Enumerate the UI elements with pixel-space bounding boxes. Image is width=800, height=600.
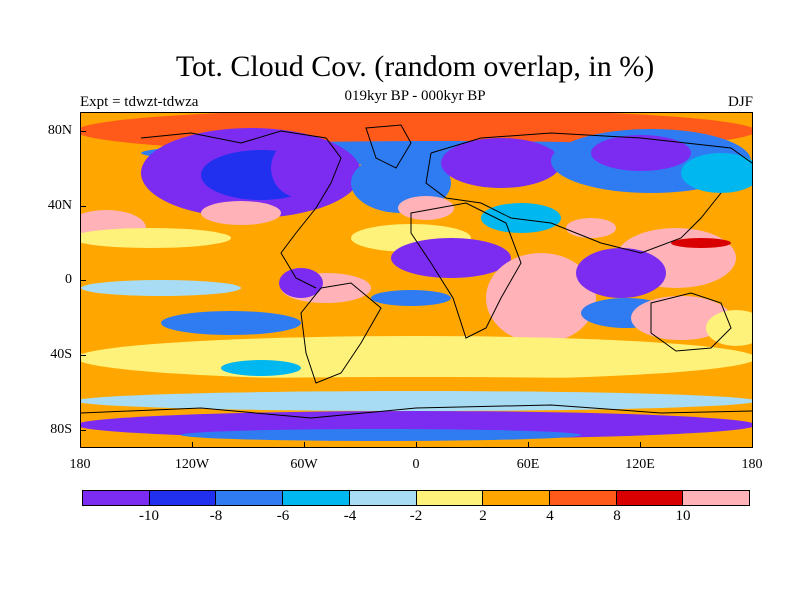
north-pacific-yellow (81, 228, 231, 248)
lat-label-eq: 0 (65, 272, 72, 287)
hudson-streak (271, 138, 331, 198)
antarctic-blue (181, 429, 581, 441)
lat-tick (80, 131, 86, 132)
australia-pink (631, 296, 731, 340)
lon-label-60e: 60E (516, 457, 540, 472)
lon-label-120w: 120W (174, 457, 210, 472)
page-title: Tot. Cloud Cov. (random overlap, in %) (175, 50, 655, 83)
tasman-yellow (706, 310, 752, 346)
colorbar-label: -2 (409, 508, 423, 524)
lat-tick (80, 355, 86, 356)
southern-yellow-belt (81, 336, 752, 380)
australia-coast (650, 292, 732, 352)
lat-label-80n: 80N (47, 123, 72, 138)
lon-tick (192, 442, 193, 448)
map-panel (80, 112, 753, 448)
africa-coast (410, 202, 522, 339)
coastlines (81, 124, 752, 419)
colorbar-swatch-7 (549, 491, 617, 505)
southern-ocean-orange (81, 377, 752, 393)
south-pacific-blue (161, 311, 301, 335)
west-pacific-blue (681, 153, 752, 193)
antarctica-coast (81, 404, 752, 419)
colorbar-swatch-5 (416, 491, 484, 505)
north-america-coast (140, 130, 342, 289)
colorbar-label: 8 (613, 508, 621, 524)
cloud-anomaly-map (81, 113, 752, 447)
colorbar (82, 490, 750, 506)
colorbar-label: -4 (343, 508, 357, 524)
experiment-label: Expt = tdwzt-tdwza (80, 94, 199, 110)
colorbar-swatch-4 (349, 491, 417, 505)
tropical-pacific-cyan (81, 280, 241, 296)
colorbar-label: 10 (675, 508, 691, 524)
lat-label-40s: 40S (50, 347, 72, 362)
greenland-coast (365, 124, 412, 169)
north-indian-pink (566, 218, 616, 238)
colorbar-label: -10 (139, 508, 159, 524)
lon-tick (640, 442, 641, 448)
eurasia-coast (425, 132, 752, 254)
lon-tick (304, 442, 305, 448)
season-label: DJF (727, 94, 753, 110)
lon-label-0: 0 (412, 457, 420, 472)
equatorial-atlantic-purple (391, 238, 511, 278)
colorbar-swatch-0 (83, 491, 150, 505)
lat-tick (80, 206, 86, 207)
lat-tick (80, 430, 86, 431)
red-streak (671, 238, 731, 248)
anomaly-fields (81, 113, 752, 441)
south-america-coast (300, 282, 382, 384)
south-america-purple (279, 268, 323, 298)
colorbar-label: -8 (209, 508, 223, 524)
colorbar-swatch-1 (149, 491, 217, 505)
colorbar-swatch-2 (216, 491, 284, 505)
colorbar-label: 4 (546, 508, 554, 524)
colorbar-swatch-6 (483, 491, 550, 505)
lon-label-180e: 180 (741, 457, 763, 472)
southern-ocean-lightblue (81, 391, 752, 411)
lon-tick (528, 442, 529, 448)
atlantic-blue-band (371, 290, 451, 306)
lon-label-120e: 120E (625, 457, 655, 472)
lat-label-80s: 80S (50, 422, 72, 437)
lat-label-40n: 40N (47, 198, 72, 213)
colorbar-swatch-9 (683, 491, 750, 505)
east-pacific-pink (201, 201, 281, 225)
lon-tick (416, 442, 417, 448)
colorbar-swatch-3 (283, 491, 350, 505)
south-atlantic-blue (221, 360, 301, 376)
siberia-core (591, 135, 691, 171)
colorbar-label: 2 (479, 508, 487, 524)
page-subtitle: 019kyr BP - 000kyr BP (344, 88, 486, 104)
colorbar-swatch-8 (616, 491, 684, 505)
europe-low (441, 138, 561, 188)
lon-label-60w: 60W (290, 457, 318, 472)
east-asia-purple (576, 248, 666, 298)
north-africa-pink (398, 196, 454, 220)
central-asia-cyan (481, 203, 561, 233)
lon-label-180w: 180 (69, 457, 91, 472)
lat-tick (80, 280, 86, 281)
colorbar-label: -6 (276, 508, 290, 524)
